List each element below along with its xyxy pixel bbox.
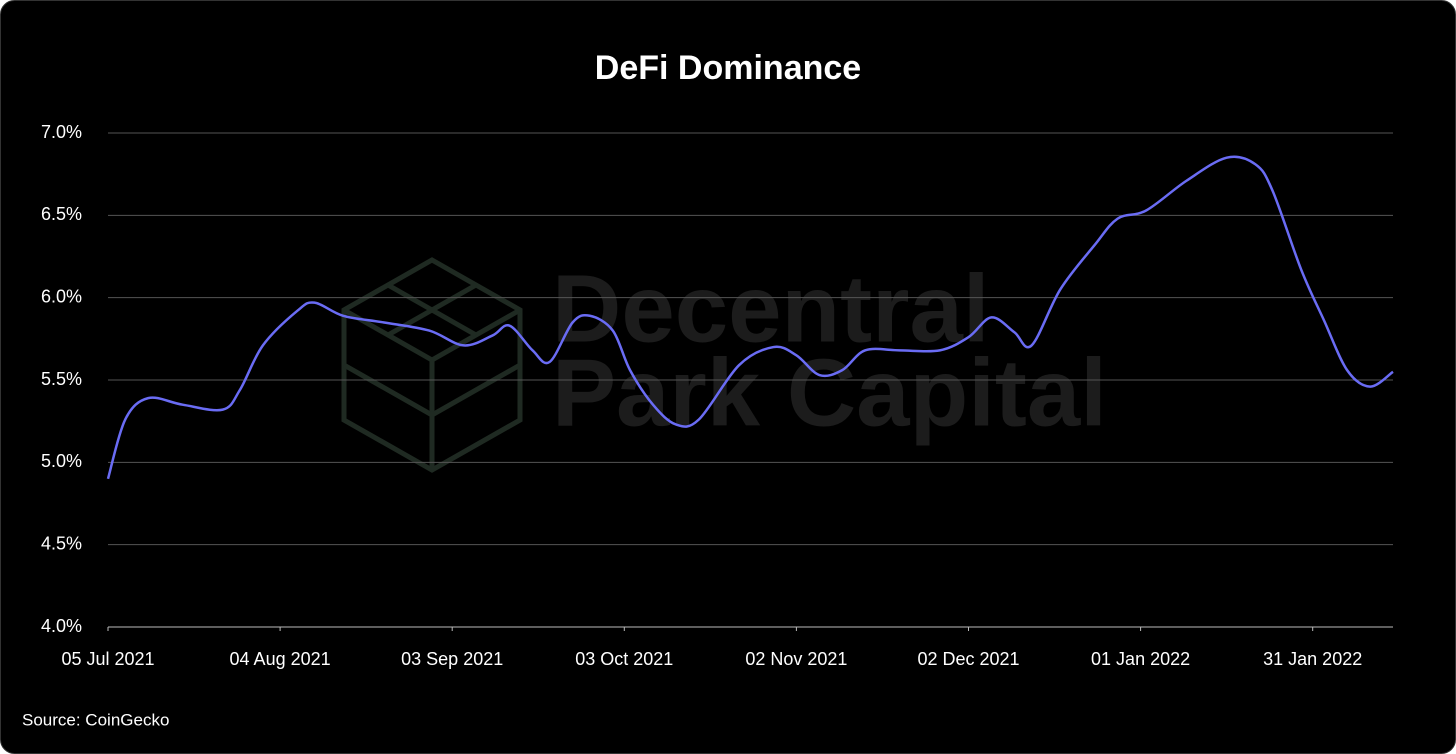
watermark-text: Park Capital	[552, 339, 1107, 446]
x-tick-label: 04 Aug 2021	[230, 649, 331, 669]
watermark-text: Decentral	[552, 255, 990, 362]
x-tick-label: 02 Nov 2021	[745, 649, 847, 669]
source-note: Source: CoinGecko	[22, 710, 169, 729]
watermark-logo	[341, 257, 523, 473]
data-line	[106, 155, 1394, 480]
x-tick-label: 31 Jan 2022	[1263, 649, 1362, 669]
x-tick-label: 02 Dec 2021	[917, 649, 1019, 669]
y-tick-label: 6.5%	[41, 204, 82, 224]
x-tick-label: 01 Jan 2022	[1091, 649, 1190, 669]
y-tick-label: 4.0%	[41, 616, 82, 636]
y-tick-label: 6.0%	[41, 286, 82, 306]
y-tick-label: 7.0%	[41, 122, 82, 142]
x-tick-label: 03 Sep 2021	[401, 649, 503, 669]
y-tick-label: 5.0%	[41, 451, 82, 471]
y-tick-label: 5.5%	[41, 369, 82, 389]
x-tick-label: 05 Jul 2021	[61, 649, 154, 669]
chart-title: DeFi Dominance	[595, 49, 861, 87]
y-tick-label: 4.5%	[41, 533, 82, 553]
x-tick-label: 03 Oct 2021	[575, 649, 673, 669]
